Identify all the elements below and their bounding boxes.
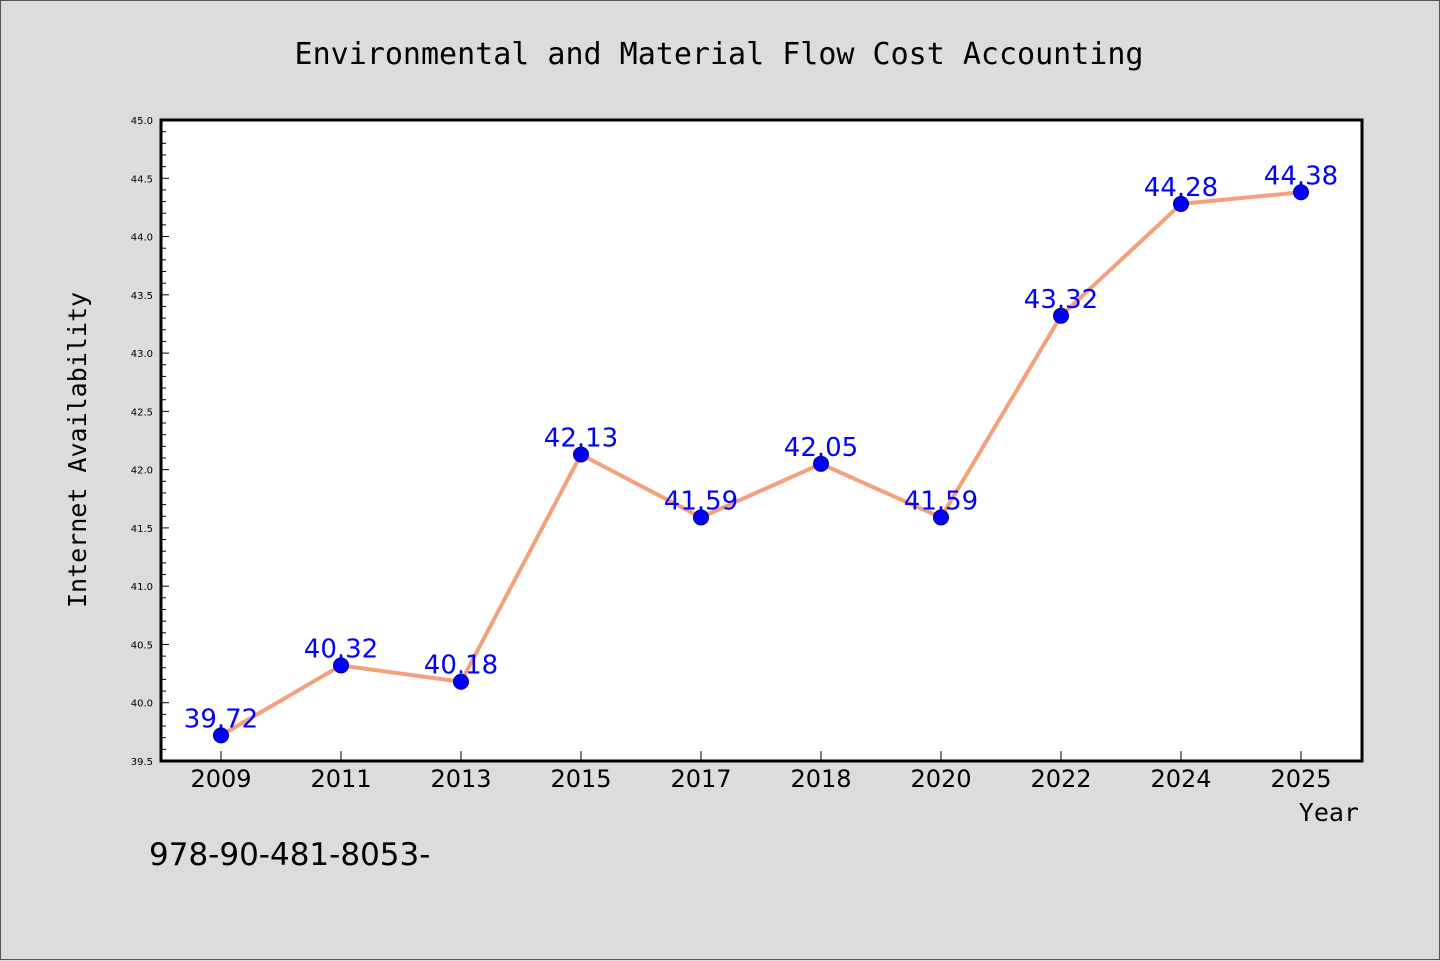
data-point-2022 <box>1053 307 1069 324</box>
chart-title: Environmental and Material Flow Cost Acc… <box>295 37 1144 72</box>
data-point-2009 <box>213 727 229 744</box>
y-tick-label: 42.0 <box>131 466 153 477</box>
y-tick-label: 45.0 <box>131 116 153 127</box>
x-tick-label: 2011 <box>310 765 371 793</box>
x-tick-label: 2025 <box>1270 765 1331 793</box>
y-axis: 39.5 40.0 40.5 41.0 41.5 42.0 42.5 43.0 43.5 44.0… <box>131 116 169 768</box>
series-line <box>219 190 1303 738</box>
y-tick-label: 44.0 <box>131 233 153 244</box>
data-label-2022: 43.32 <box>1024 285 1098 315</box>
y-tick-label: 42.5 <box>131 407 153 418</box>
data-point-2017 <box>693 509 709 526</box>
x-tick-label: 2020 <box>910 765 971 793</box>
annotation-text: 978-90-481-8053- <box>149 837 430 873</box>
plot-area <box>159 118 1364 763</box>
x-tick-label: 2013 <box>430 765 491 793</box>
y-axis-label: Internet Availability <box>63 292 92 608</box>
data-label-2020: 41.59 <box>904 486 978 516</box>
x-tick-label: 2024 <box>1150 765 1211 793</box>
x-tick-label: 2018 <box>790 765 851 793</box>
data-label-2025: 44.38 <box>1264 161 1338 191</box>
data-point-2024 <box>1173 195 1189 212</box>
x-tick-label: 2022 <box>1030 765 1091 793</box>
x-tick-label: 2015 <box>550 765 611 793</box>
y-tick-label: 43.0 <box>131 349 153 360</box>
y-tick-label: 41.0 <box>131 582 153 593</box>
data-point-2011 <box>333 657 349 674</box>
y-tick-label: 40.0 <box>131 699 153 710</box>
data-point-2018 <box>813 455 829 472</box>
data-label-2011: 40.32 <box>304 634 378 664</box>
series-line-group <box>219 190 1303 738</box>
data-point-2013 <box>453 673 469 690</box>
markers-group <box>213 184 1309 744</box>
x-axis-label: Year <box>1299 798 1359 827</box>
y-tick-label: 41.5 <box>131 524 153 535</box>
data-label-2024: 44.28 <box>1144 173 1218 203</box>
data-labels-group: 39.72 40.32 40.18 42.13 41.59 42.05 41.59 43.32… <box>184 161 1338 734</box>
data-label-2017: 41.59 <box>664 486 738 516</box>
x-tick-label: 2009 <box>190 765 251 793</box>
y-tick-label: 44.5 <box>131 174 153 185</box>
data-label-2009: 39.72 <box>184 704 258 734</box>
y-tick-label: 43.5 <box>131 291 153 302</box>
x-tick-label: 2017 <box>670 765 731 793</box>
data-point-2020 <box>933 509 949 526</box>
y-tick-label: 40.5 <box>131 640 153 651</box>
data-label-2015: 42.13 <box>544 423 618 453</box>
data-point-2015 <box>573 446 589 463</box>
y-tick-label: 39.5 <box>131 757 153 768</box>
x-axis: 2009 2011 2013 2015 2017 2018 2020 2022 2024 2025 <box>190 751 1332 793</box>
data-label-2018: 42.05 <box>784 433 858 463</box>
data-point-2025 <box>1293 184 1309 201</box>
data-label-2013: 40.18 <box>424 651 498 681</box>
